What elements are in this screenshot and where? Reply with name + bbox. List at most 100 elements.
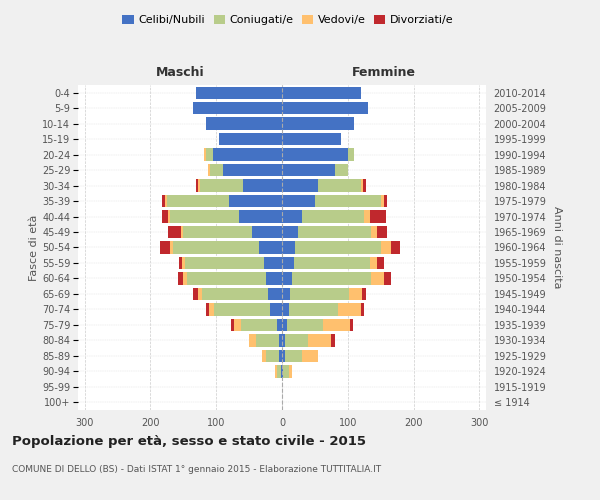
- Bar: [289, 303, 338, 316]
- Bar: [185, 257, 263, 269]
- Bar: [202, 288, 268, 300]
- Bar: [282, 288, 290, 300]
- Bar: [308, 334, 331, 346]
- Bar: [348, 148, 355, 161]
- Bar: [200, 180, 242, 192]
- Bar: [165, 195, 167, 207]
- Bar: [196, 180, 198, 192]
- Bar: [230, 318, 234, 331]
- Bar: [282, 257, 294, 269]
- Bar: [349, 288, 362, 300]
- Bar: [167, 195, 229, 207]
- Bar: [361, 180, 363, 192]
- Bar: [268, 288, 282, 300]
- Bar: [168, 210, 170, 222]
- Bar: [315, 195, 381, 207]
- Bar: [370, 210, 386, 222]
- Bar: [282, 303, 289, 316]
- Bar: [179, 257, 182, 269]
- Bar: [384, 195, 387, 207]
- Bar: [371, 272, 384, 284]
- Bar: [282, 210, 302, 222]
- Bar: [279, 334, 282, 346]
- Bar: [196, 86, 282, 99]
- Bar: [282, 195, 315, 207]
- Bar: [263, 257, 282, 269]
- Bar: [298, 226, 371, 238]
- Bar: [318, 180, 361, 192]
- Bar: [287, 318, 323, 331]
- Bar: [170, 242, 173, 254]
- Bar: [283, 365, 289, 378]
- Bar: [282, 133, 341, 145]
- Bar: [182, 257, 185, 269]
- Bar: [161, 210, 168, 222]
- Bar: [377, 226, 387, 238]
- Bar: [282, 180, 318, 192]
- Bar: [181, 226, 183, 238]
- Bar: [370, 257, 377, 269]
- Bar: [282, 118, 355, 130]
- Bar: [302, 210, 364, 222]
- Bar: [323, 318, 350, 331]
- Bar: [205, 148, 206, 161]
- Y-axis label: Fasce di età: Fasce di età: [29, 214, 39, 280]
- Bar: [289, 365, 292, 378]
- Bar: [377, 257, 384, 269]
- Bar: [209, 303, 214, 316]
- Bar: [282, 102, 368, 115]
- Bar: [282, 226, 298, 238]
- Bar: [282, 334, 285, 346]
- Bar: [361, 303, 364, 316]
- Bar: [209, 164, 223, 176]
- Bar: [270, 303, 282, 316]
- Bar: [381, 195, 384, 207]
- Text: Femmine: Femmine: [352, 66, 416, 79]
- Bar: [253, 226, 282, 238]
- Bar: [206, 118, 282, 130]
- Bar: [279, 350, 282, 362]
- Text: Maschi: Maschi: [155, 66, 205, 79]
- Bar: [234, 318, 241, 331]
- Bar: [198, 180, 200, 192]
- Bar: [371, 226, 377, 238]
- Bar: [391, 242, 400, 254]
- Bar: [256, 334, 279, 346]
- Bar: [183, 226, 253, 238]
- Bar: [384, 272, 391, 284]
- Text: Popolazione per età, sesso e stato civile - 2015: Popolazione per età, sesso e stato civil…: [12, 435, 366, 448]
- Bar: [229, 195, 282, 207]
- Bar: [266, 272, 282, 284]
- Bar: [223, 164, 282, 176]
- Bar: [183, 272, 187, 284]
- Bar: [290, 288, 349, 300]
- Bar: [282, 86, 361, 99]
- Bar: [338, 303, 361, 316]
- Bar: [282, 350, 285, 362]
- Text: COMUNE DI DELLO (BS) - Dati ISTAT 1° gennaio 2015 - Elaborazione TUTTITALIA.IT: COMUNE DI DELLO (BS) - Dati ISTAT 1° gen…: [12, 465, 381, 474]
- Bar: [350, 318, 353, 331]
- Bar: [282, 318, 287, 331]
- Bar: [178, 272, 183, 284]
- Bar: [199, 288, 202, 300]
- Bar: [381, 242, 391, 254]
- Bar: [220, 133, 282, 145]
- Bar: [282, 164, 335, 176]
- Bar: [363, 180, 366, 192]
- Bar: [241, 318, 277, 331]
- Bar: [170, 210, 239, 222]
- Bar: [282, 272, 292, 284]
- Bar: [331, 334, 335, 346]
- Bar: [285, 334, 308, 346]
- Bar: [173, 242, 259, 254]
- Bar: [285, 350, 302, 362]
- Bar: [295, 242, 381, 254]
- Bar: [282, 148, 348, 161]
- Bar: [239, 210, 282, 222]
- Bar: [161, 195, 165, 207]
- Bar: [275, 365, 277, 378]
- Bar: [206, 148, 213, 161]
- Bar: [193, 288, 199, 300]
- Bar: [282, 365, 283, 378]
- Bar: [362, 288, 365, 300]
